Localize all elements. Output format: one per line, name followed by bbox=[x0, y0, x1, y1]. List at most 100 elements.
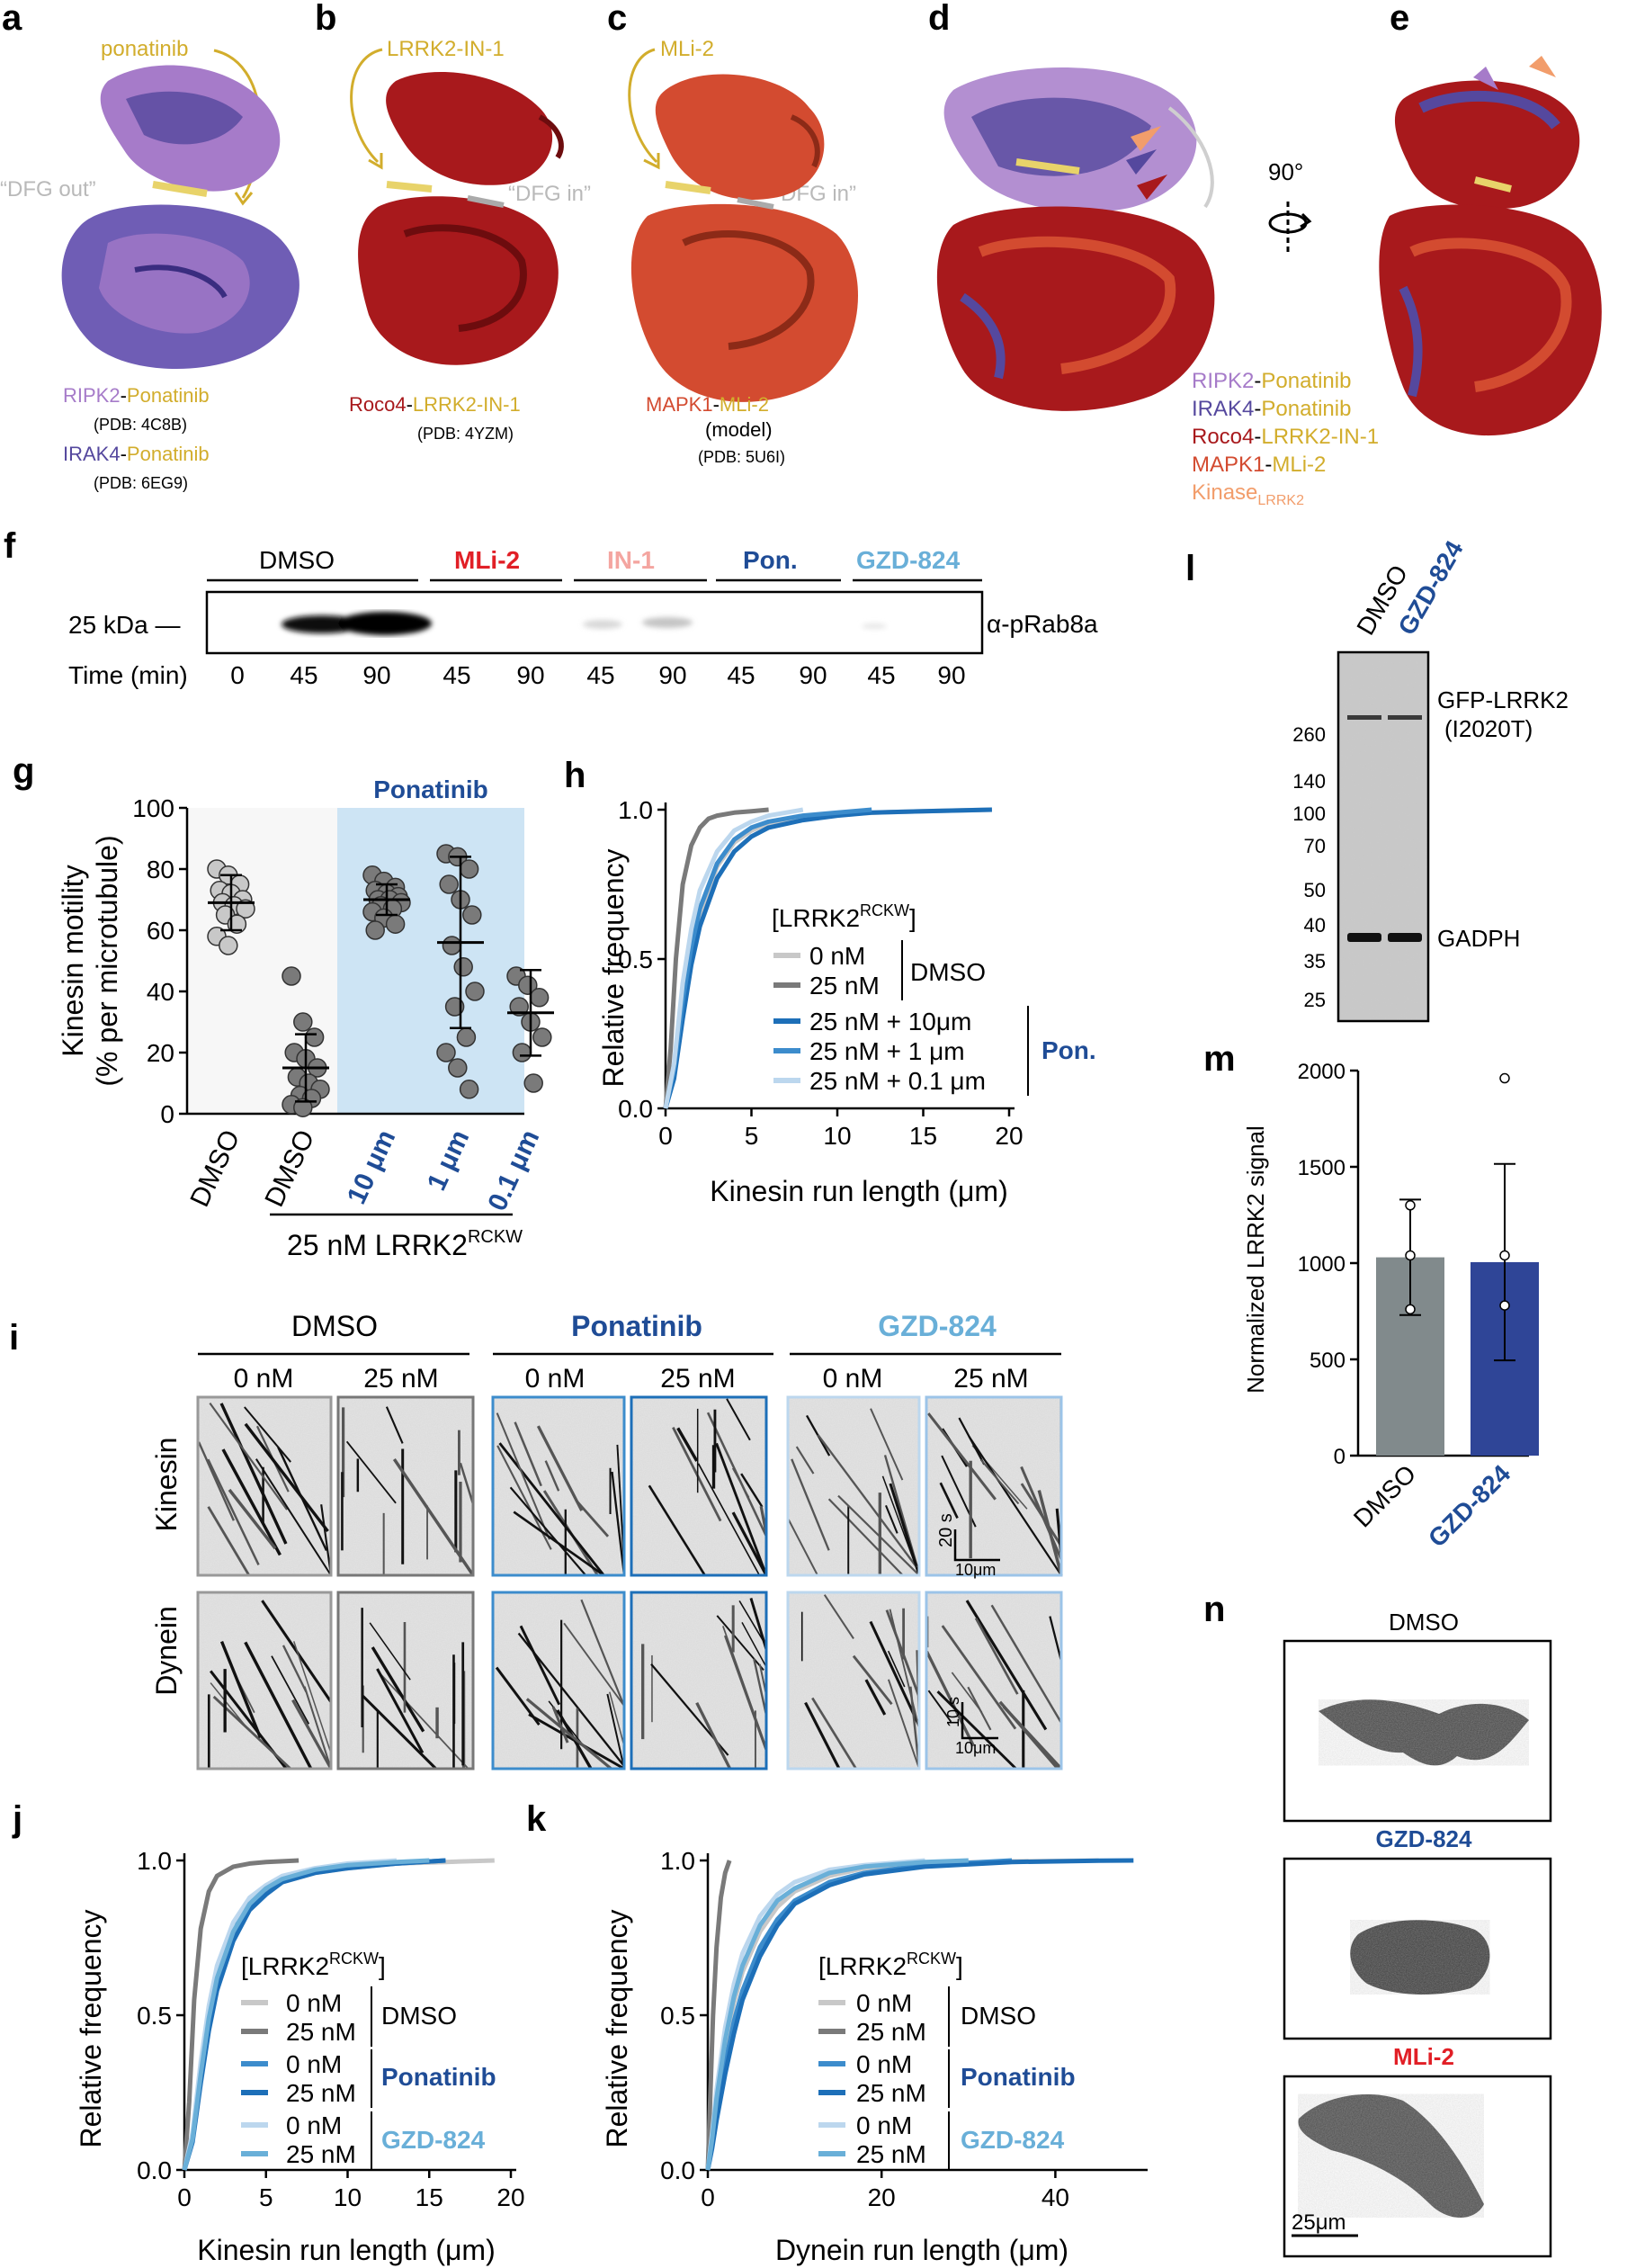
kymograph-track bbox=[741, 1622, 767, 1668]
y-tick-label: 1.0 bbox=[660, 1847, 695, 1875]
image-title: GZD-824 bbox=[1376, 1825, 1472, 1852]
x-tick-label: 0.1 μm bbox=[482, 1125, 545, 1215]
scale-label: 10μm bbox=[955, 1561, 996, 1579]
time-point: 45 bbox=[290, 661, 317, 689]
legend-title: [LRRK2RCKW] bbox=[818, 1950, 963, 1980]
dfg-label: “DFG out” bbox=[0, 177, 96, 202]
panel-j: j 0 5 10 15 20 0.0 0.5 1.0 Relative frequency K… bbox=[12, 1799, 525, 2266]
kymograph-track bbox=[715, 1442, 768, 1576]
kymograph-track bbox=[271, 1655, 310, 1725]
x-tick-label: 10 bbox=[823, 1122, 851, 1150]
kymograph-track bbox=[827, 1498, 904, 1576]
y-axis-label: (% per microtubule) bbox=[91, 835, 123, 1086]
gel-band bbox=[1347, 933, 1381, 942]
data-point bbox=[219, 936, 238, 955]
kymograph-track bbox=[731, 1511, 768, 1576]
kymograph-track bbox=[459, 1462, 475, 1505]
series-line bbox=[705, 1860, 732, 2171]
kymograph-track bbox=[990, 1604, 1063, 1724]
y-tick-label: 40 bbox=[147, 978, 174, 1006]
panel-k: k 0 20 40 0.0 0.5 1.0 Relative frequency Dyne… bbox=[526, 1799, 1148, 2266]
data-point bbox=[304, 1027, 325, 1047]
legend-group: DMSO bbox=[910, 958, 986, 986]
legend-entry: 0 nM bbox=[286, 1989, 342, 2017]
kymograph-track bbox=[811, 1697, 857, 1770]
y-tick-label: 500 bbox=[1310, 1349, 1345, 1373]
kymograph-track bbox=[519, 1625, 561, 1706]
y-tick-label: 1000 bbox=[1298, 1252, 1345, 1277]
caption-pdb: (PDB: 5U6I) bbox=[698, 448, 785, 466]
kymograph-track bbox=[1049, 1616, 1063, 1662]
protein-structure-roco4 bbox=[358, 72, 564, 365]
kymograph-track bbox=[320, 1504, 333, 1576]
y-axis-label: Relative frequency bbox=[601, 1909, 633, 2147]
kymograph-track bbox=[817, 1434, 918, 1569]
kymograph-track bbox=[926, 1412, 997, 1501]
kymograph-track bbox=[228, 1488, 277, 1550]
conc-label: 25 nM bbox=[363, 1364, 438, 1394]
image-title: MLi-2 bbox=[1393, 2043, 1454, 2070]
inhibitor-label: MLi-2 bbox=[660, 37, 714, 61]
kymograph-track bbox=[385, 1406, 404, 1444]
blot-band bbox=[862, 623, 887, 629]
data-point bbox=[385, 914, 406, 934]
y-tick-label: 0.5 bbox=[660, 2002, 695, 2030]
kymograph-track bbox=[517, 1632, 625, 1767]
data-point bbox=[442, 936, 462, 955]
data-point bbox=[1405, 1200, 1416, 1211]
x-tick-label: 20 bbox=[496, 2183, 524, 2211]
kymograph-track bbox=[544, 1460, 560, 1492]
data-point bbox=[1499, 1300, 1510, 1311]
panel-i: i DMSO Ponatinib GZD-824 0 nM 25 nM 0 nM… bbox=[9, 1310, 1063, 1770]
kymograph-frame bbox=[491, 1591, 626, 1770]
kymograph-track bbox=[362, 1695, 437, 1770]
series-line bbox=[663, 807, 804, 1109]
kymograph-frame bbox=[491, 1395, 626, 1577]
blot-band bbox=[338, 612, 432, 635]
inhibitor-arrow bbox=[350, 48, 383, 164]
y-axis-label: Normalized LRRK2 signal bbox=[1242, 1125, 1269, 1394]
kymograph-track bbox=[889, 1483, 921, 1576]
kymograph-frame bbox=[336, 1395, 475, 1577]
arrow-head bbox=[643, 153, 660, 170]
x-tick-label: 15 bbox=[909, 1122, 937, 1150]
legend-entry: 25 nM bbox=[856, 2018, 926, 2046]
group-label: GZD-824 bbox=[856, 546, 961, 574]
kymograph-track bbox=[376, 1668, 425, 1754]
kymograph-track bbox=[371, 1646, 425, 1733]
legend-entry: 25 nM bbox=[809, 972, 880, 1000]
y-tick-label: 0 bbox=[1334, 1445, 1345, 1469]
kymograph-track bbox=[881, 1475, 920, 1576]
panel-letter: d bbox=[928, 0, 950, 38]
blot-band bbox=[583, 620, 622, 629]
data-point bbox=[523, 1073, 543, 1093]
panel-letter: k bbox=[526, 1799, 547, 1839]
y-tick-label: 0.0 bbox=[618, 1095, 653, 1123]
kymograph-track bbox=[1037, 1490, 1063, 1576]
kymograph-track bbox=[795, 1446, 815, 1475]
panel-letter: i bbox=[9, 1318, 19, 1358]
panel-c: c MLi-2 “DFG in” MAPK1-MLi-2 (model) (PD… bbox=[607, 0, 858, 466]
kymograph-track bbox=[695, 1702, 732, 1770]
antibody-label: α-pRab8a bbox=[987, 610, 1098, 638]
data-point bbox=[462, 905, 482, 925]
kymograph-track bbox=[219, 1640, 263, 1739]
kymograph-track bbox=[244, 1422, 329, 1533]
data-point bbox=[1405, 1304, 1416, 1315]
panel-letter: m bbox=[1203, 1039, 1236, 1079]
kymograph-track bbox=[974, 1618, 1019, 1695]
legend-entry: 25 nM bbox=[856, 2140, 926, 2168]
arrowhead-marker bbox=[1529, 56, 1556, 77]
legend-title: [LRRK2RCKW] bbox=[241, 1950, 386, 1980]
y-tick-label: 0.0 bbox=[137, 2156, 172, 2184]
gel-band bbox=[1347, 715, 1381, 720]
kymograph-track bbox=[513, 1511, 605, 1577]
kymograph-track bbox=[207, 1506, 251, 1576]
kymograph-frame bbox=[196, 1395, 333, 1577]
kymograph-track bbox=[791, 1458, 830, 1551]
panel-letter: b bbox=[315, 0, 336, 38]
blot-bands bbox=[282, 612, 887, 635]
data-point bbox=[459, 1080, 479, 1099]
kymograph-track bbox=[753, 1658, 768, 1716]
series-line bbox=[663, 807, 992, 1109]
